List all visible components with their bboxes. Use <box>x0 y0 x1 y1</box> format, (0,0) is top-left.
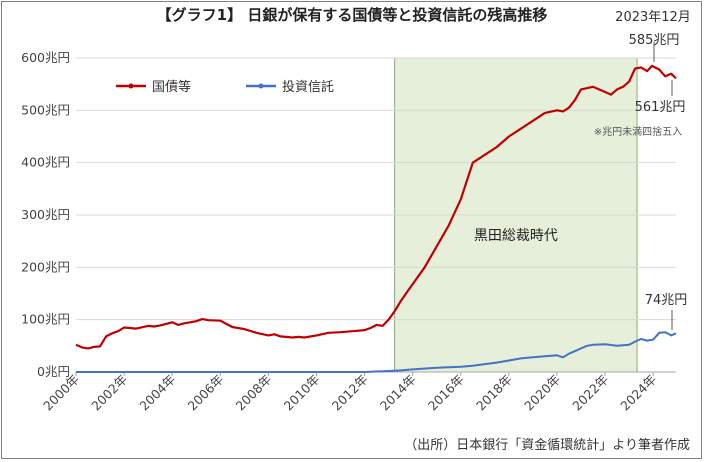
x-tick-label: 2004年 <box>136 372 178 414</box>
chart-title: 【グラフ1】 日銀が保有する国債等と投資信託の残高推移 <box>157 6 548 24</box>
peak-value-label: 585兆円 <box>629 33 680 48</box>
series-group <box>75 64 677 373</box>
series-line-fund <box>76 331 677 373</box>
fund-value-label: 74兆円 <box>645 293 688 308</box>
y-axis-ticks: 0兆円 100兆円 200兆円 300兆円 400兆円 500兆円 600兆円 <box>21 50 70 379</box>
grid-lines <box>76 57 676 321</box>
y-tick-label: 600兆円 <box>21 50 70 65</box>
legend-marker-jgb <box>128 83 134 89</box>
y-tick-label: 0兆円 <box>37 364 70 379</box>
x-tick-label: 2024年 <box>617 372 659 414</box>
y-tick-label: 200兆円 <box>21 259 70 274</box>
x-tick-label: 2014年 <box>377 372 419 414</box>
x-axis-ticks: 2000年 2002年 2004年 2006年 2008年 2010年 2012年 2014年… <box>40 372 659 414</box>
legend-label-fund: 投資信託 <box>282 79 334 95</box>
series-line-jgb <box>75 64 677 350</box>
source-note: （出所）日本銀行「資金循環統計」より筆者作成 <box>404 437 690 453</box>
x-tick-label: 2018年 <box>473 372 515 414</box>
end-value-label: 561兆円 <box>635 100 686 115</box>
x-tick-label: 2010年 <box>281 372 323 414</box>
legend-marker-fund <box>258 83 264 89</box>
x-tick-label: 2002年 <box>88 372 130 414</box>
y-tick-label: 100兆円 <box>21 312 70 327</box>
x-tick-label: 2006年 <box>184 372 226 414</box>
date-annotation: 2023年12月 <box>615 10 691 25</box>
y-tick-label: 400兆円 <box>21 155 70 170</box>
y-tick-label: 300兆円 <box>21 207 70 222</box>
y-tick-label: 500兆円 <box>21 102 70 117</box>
x-tick-label: 2008年 <box>233 372 275 414</box>
x-tick-label: 2012年 <box>329 372 371 414</box>
legend: 国債等 投資信託 <box>116 79 334 95</box>
x-tick-label: 2020年 <box>521 372 563 414</box>
legend-label-jgb: 国債等 <box>152 79 191 95</box>
period-label: 黒田総裁時代 <box>474 228 558 244</box>
rounding-note: ※兆円未満四捨五入 <box>594 125 682 138</box>
x-tick-label: 2016年 <box>425 372 467 414</box>
x-tick-label: 2022年 <box>569 372 611 414</box>
